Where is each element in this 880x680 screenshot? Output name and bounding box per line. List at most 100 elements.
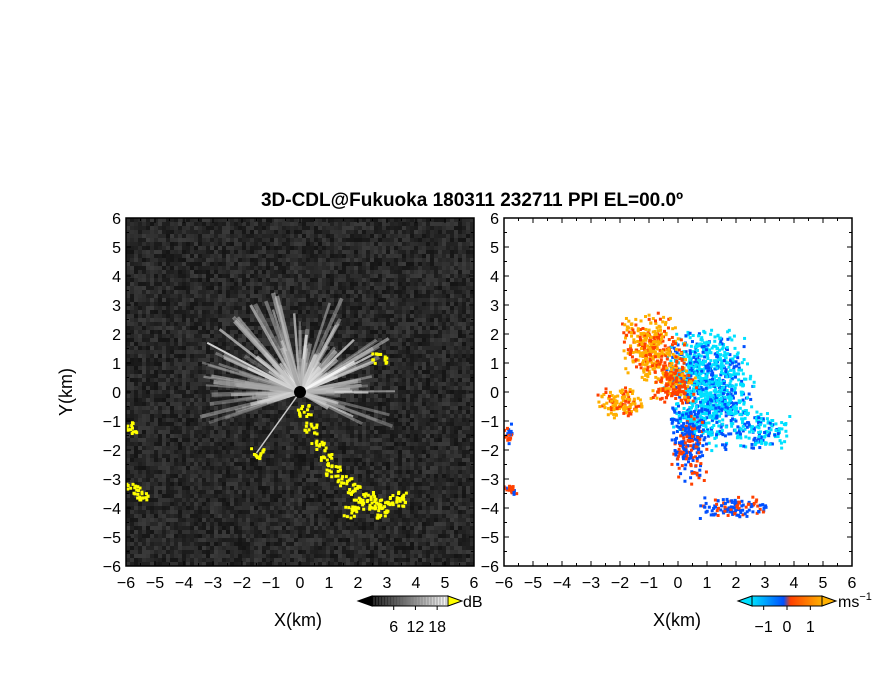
snr-noise-cell [294,274,298,278]
snr-noise-cell [246,226,250,230]
snr-noise-cell [158,450,162,454]
snr-noise-cell [194,230,198,234]
snr-noise-cell [270,286,274,290]
snr-noise-cell [350,226,354,230]
snr-noise-cell [286,230,290,234]
snr-noise-cell [194,390,198,394]
snr-noise-cell [198,402,202,406]
snr-noise-cell [178,298,182,302]
snr-noise-cell [234,402,238,406]
snr-noise-cell [342,542,346,546]
snr-noise-cell [278,522,282,526]
snr-noise-cell [314,250,318,254]
snr-noise-cell [126,502,130,506]
snr-noise-cell [294,474,298,478]
snr-noise-cell [350,498,354,502]
snr-noise-cell [202,434,206,438]
snr-noise-cell [234,350,238,354]
snr-noise-cell [282,554,286,558]
snr-noise-cell [154,226,158,230]
snr-noise-cell [134,222,138,226]
snr-noise-cell [154,470,158,474]
snr-noise-cell [138,390,142,394]
snr-noise-cell [134,322,138,326]
snr-noise-cell [246,378,250,382]
snr-noise-cell [154,302,158,306]
snr-noise-cell [230,330,234,334]
snr-noise-cell [306,474,310,478]
snr-noise-cell [302,522,306,526]
snr-noise-cell [354,282,358,286]
snr-noise-cell [206,374,210,378]
snr-noise-cell [138,522,142,526]
snr-noise-cell [234,414,238,418]
snr-noise-cell [222,298,226,302]
snr-noise-cell [326,322,330,326]
snr-noise-cell [342,534,346,538]
snr-noise-cell [246,246,250,250]
snr-noise-cell [178,358,182,362]
snr-noise-cell [326,434,330,438]
snr-noise-cell [330,458,334,462]
snr-noise-cell [274,558,278,562]
snr-noise-cell [214,550,218,554]
snr-noise-cell [270,450,274,454]
snr-noise-cell [130,554,134,558]
snr-noise-cell [214,238,218,242]
snr-noise-cell [234,550,238,554]
snr-noise-cell [306,270,310,274]
snr-noise-cell [318,314,322,318]
snr-noise-cell [274,462,278,466]
snr-noise-cell [182,334,186,338]
snr-noise-cell [306,506,310,510]
snr-noise-cell [294,294,298,298]
snr-noise-cell [158,538,162,542]
snr-noise-cell [266,494,270,498]
snr-noise-cell [190,238,194,242]
snr-noise-cell [306,342,310,346]
snr-noise-cell [294,414,298,418]
snr-noise-cell [194,406,198,410]
snr-noise-cell [174,358,178,362]
snr-noise-cell [142,342,146,346]
snr-noise-cell [234,266,238,270]
snr-noise-cell [158,310,162,314]
snr-noise-cell [230,230,234,234]
snr-noise-cell [230,550,234,554]
snr-noise-cell [182,490,186,494]
snr-noise-cell [294,542,298,546]
snr-noise-cell [150,318,154,322]
snr-noise-cell [214,366,218,370]
snr-noise-cell [146,222,150,226]
snr-noise-cell [270,546,274,550]
snr-noise-cell [174,294,178,298]
snr-noise-cell [174,338,178,342]
snr-noise-cell [262,310,266,314]
snr-noise-cell [154,422,158,426]
snr-noise-cell [234,450,238,454]
snr-noise-cell [282,562,286,566]
snr-noise-cell [250,278,254,282]
snr-noise-cell [186,510,190,514]
snr-noise-cell [302,254,306,258]
snr-noise-cell [142,558,146,562]
snr-noise-cell [202,438,206,442]
snr-noise-cell [242,410,246,414]
snr-noise-cell [242,282,246,286]
snr-noise-cell [294,534,298,538]
snr-noise-cell [150,450,154,454]
snr-noise-cell [302,546,306,550]
snr-noise-cell [322,218,326,222]
snr-noise-cell [126,298,130,302]
snr-noise-cell [346,474,350,478]
snr-noise-cell [246,290,250,294]
snr-noise-cell [346,326,350,330]
snr-noise-cell [214,394,218,398]
snr-noise-cell [146,350,150,354]
snr-noise-cell [166,510,170,514]
snr-noise-cell [194,222,198,226]
snr-noise-cell [194,278,198,282]
snr-noise-cell [162,314,166,318]
snr-noise-cell [258,254,262,258]
snr-noise-cell [130,558,134,562]
